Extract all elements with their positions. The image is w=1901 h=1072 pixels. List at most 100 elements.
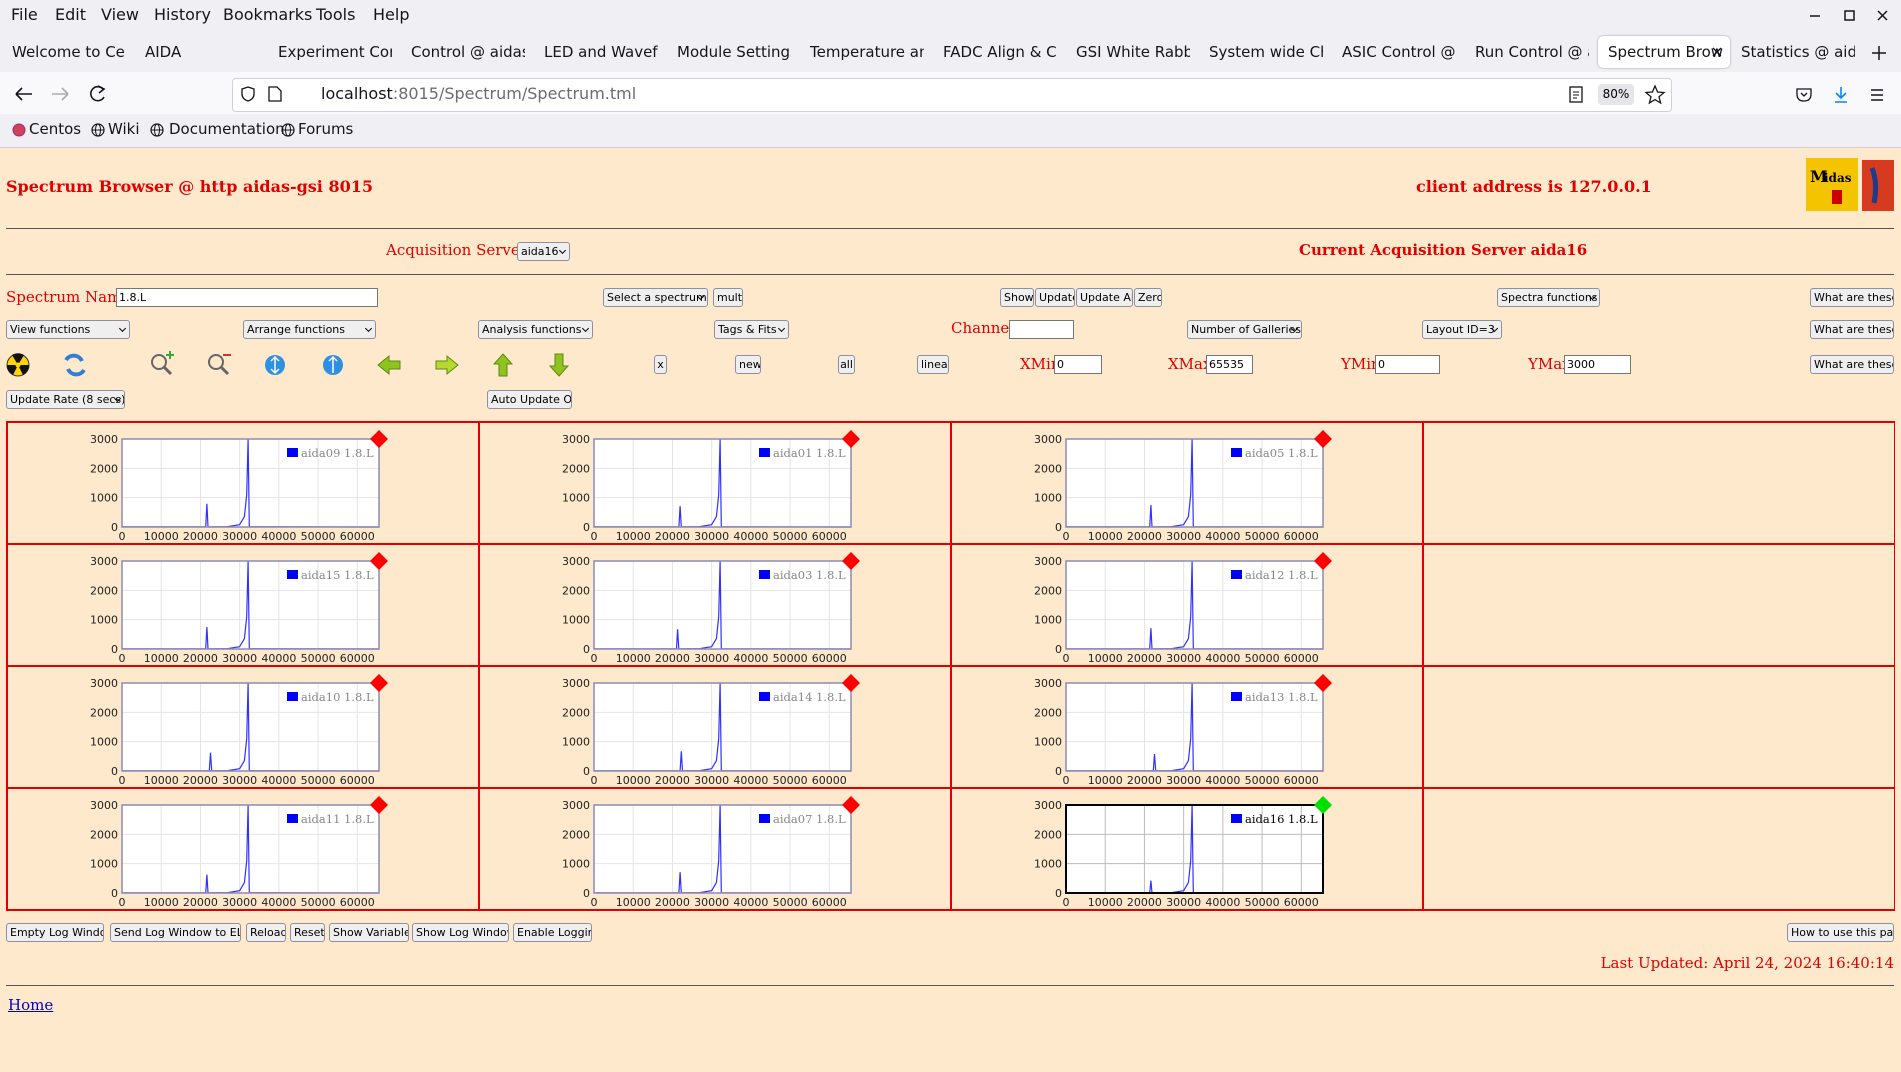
enable-logging-button[interactable]: Enable Logging [513,923,592,942]
new-button[interactable]: new [735,355,761,374]
help-button[interactable]: What are these? [1810,288,1894,307]
plot-background [122,561,379,649]
reader-icon[interactable] [1567,85,1587,105]
how-to-button[interactable]: How to use this page [1787,923,1894,942]
menu-item[interactable]: Edit [55,5,86,24]
tab[interactable]: Experiment Contr [278,43,392,61]
tab[interactable]: Module Settings [677,43,791,61]
y-tick-label: 1000 [90,492,118,505]
channel-input[interactable] [1009,320,1074,339]
status-indicator [1314,552,1332,570]
x-tick-label: 0 [1063,530,1070,543]
toolbar-icons[interactable] [1794,84,1894,106]
ymin-input[interactable]: 0 [1375,355,1440,374]
y-tick-label: 2000 [90,706,118,719]
home-link[interactable]: Home [8,996,54,1014]
spectrum-line [1066,560,1324,650]
tab[interactable]: Statistics @ aida [1741,43,1855,61]
linear-button[interactable]: linear [917,355,949,374]
xmax-input[interactable]: 65535 [1206,355,1253,374]
show-variables-button[interactable]: Show Variables [329,923,409,942]
tab[interactable]: FADC Align & Co [943,43,1057,61]
tab[interactable]: ASIC Control @ a [1342,43,1456,61]
spectrum-name-label: Spectrum Name: [6,288,136,306]
y-tick-label: 0 [111,765,118,778]
menu-item[interactable]: File [11,5,38,24]
reload-button[interactable]: Reload [246,923,286,942]
xmin-input[interactable]: 0 [1054,355,1102,374]
auto-update-button[interactable]: Auto Update ON [487,390,572,409]
spectra-functions-select[interactable]: Spectra functions [1497,288,1600,307]
tab[interactable]: System wide Che [1209,43,1323,61]
bookmark[interactable]: Centos [29,120,82,138]
layout-select[interactable]: Layout ID=3 [1422,320,1502,339]
tab[interactable]: AIDA [145,43,182,61]
menu-item[interactable]: Help [373,5,410,24]
spectrum-name-input[interactable]: 1.8.L [116,288,378,307]
x-button[interactable]: x [654,355,667,374]
tab[interactable]: Run Control @ ai [1475,43,1589,61]
tab[interactable]: Spectrum Brow [1598,36,1730,68]
y-tick-label: 1000 [562,614,590,627]
multi-button[interactable]: multi [713,288,743,307]
ymax-input[interactable]: 3000 [1564,355,1631,374]
show-button[interactable]: Show [1000,288,1034,307]
menu-item[interactable]: View [101,5,139,24]
bookmark[interactable]: Forums [298,120,354,138]
legend-label: aida09 1.8.L [301,446,374,460]
new-tab[interactable] [1868,42,1890,64]
x-tick-label: 20000 [183,652,218,665]
zoom-level[interactable]: 80% [1598,84,1634,105]
send-log-button[interactable]: Send Log Window to ELog [110,923,241,942]
x-tick-label: 30000 [222,652,257,665]
bookmark-star[interactable] [1644,84,1666,106]
x-tick-label: 30000 [222,774,257,787]
analysis-functions-select[interactable]: Analysis functions [478,320,593,339]
tags-fits-select[interactable]: Tags & Fits [714,320,789,339]
nav-buttons[interactable] [10,82,120,106]
show-log-button[interactable]: Show Log Window [412,923,509,942]
y-tick-label: 1000 [562,858,590,871]
spectrum-line [1066,804,1324,894]
all-button[interactable]: all [838,355,855,374]
arrange-functions-select[interactable]: Arrange functions [243,320,376,339]
url-bar[interactable] [232,78,1672,112]
tool-icons[interactable] [0,350,580,380]
update-all-button[interactable]: Update All [1076,288,1133,307]
x-tick-label: 10000 [616,530,651,543]
menu-item[interactable]: Tools [316,5,356,24]
tab[interactable]: GSI White Rabbit [1076,43,1190,61]
status-indicator [842,430,860,448]
y-tick-label: 1000 [1034,492,1062,505]
y-tick-label: 2000 [562,462,590,475]
reset-button[interactable]: Reset [290,923,325,942]
menu-item[interactable]: Bookmarks [223,5,313,24]
x-tick-label: 60000 [1284,652,1319,665]
x-tick-label: 40000 [1205,530,1240,543]
plot-background [1066,561,1323,649]
bookmark[interactable]: Wiki [108,120,140,138]
tab-close[interactable] [1710,45,1724,59]
tab[interactable]: LED and Wavefor [544,43,658,61]
help-button[interactable]: What are these? [1810,320,1894,339]
help-button[interactable]: What are these? [1810,355,1894,374]
legend-swatch [759,570,770,579]
galleries-select[interactable]: Number of Galleries [1187,320,1302,339]
tab[interactable]: Welcome to Cent [12,43,126,61]
server-select[interactable]: aida16 [517,242,570,261]
empty-log-button[interactable]: Empty Log Window [6,923,104,942]
tab[interactable]: Control @ aidas- [411,43,525,61]
update-button[interactable]: Update [1035,288,1075,307]
view-functions-select[interactable]: View functions [6,320,130,339]
menu-item[interactable]: History [154,5,211,24]
zero-button[interactable]: Zero [1134,288,1162,307]
bookmark[interactable]: Documentation [169,120,285,138]
x-tick-label: 10000 [1088,774,1123,787]
spectrum-line [122,682,380,772]
y-tick-label: 1000 [562,492,590,505]
update-rate-select[interactable]: Update Rate (8 secs) [6,390,125,409]
spectrum-select[interactable]: Select a spectrum [603,288,708,307]
tab[interactable]: Temperature and [810,43,924,61]
